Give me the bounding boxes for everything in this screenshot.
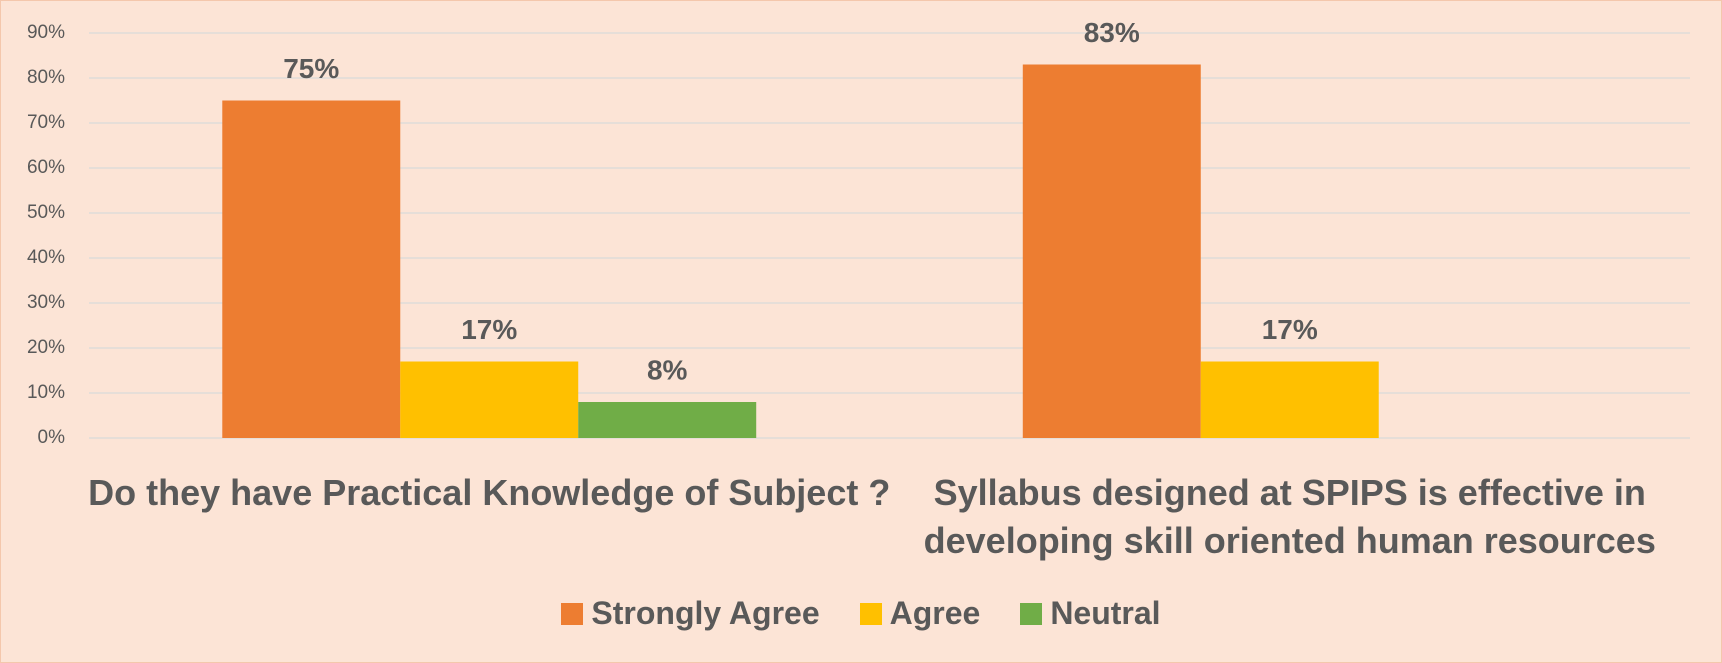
legend: Strongly Agree Agree Neutral [1,595,1721,632]
legend-item: Strongly Agree [561,595,820,632]
bar [1022,64,1201,438]
y-tick-label: 80% [27,67,65,88]
y-tick-label: 0% [38,427,66,448]
bar [222,100,401,438]
legend-swatch [859,602,882,625]
bar [1200,361,1379,438]
data-label: 8% [647,354,688,385]
data-label: 75% [283,53,339,84]
data-label: 17% [1262,314,1318,345]
y-tick-label: 90% [27,22,65,43]
legend-label: Neutral [1050,595,1161,631]
y-tick-label: 20% [27,337,65,358]
y-tick-label: 50% [27,202,65,223]
data-label: 83% [1084,17,1140,48]
legend-swatch [561,602,584,625]
legend-item: Agree [859,595,981,632]
bar [578,402,757,438]
legend-label: Strongly Agree [591,595,820,631]
legend-swatch [1020,602,1043,625]
bar [400,361,579,438]
legend-label: Agree [889,595,981,631]
y-tick-label: 70% [27,112,65,133]
x-tick-label: Do they have Practical Knowledge of Subj… [88,472,891,513]
y-tick-label: 30% [27,292,65,313]
y-tick-label: 60% [27,157,65,178]
data-label: 17% [461,314,517,345]
legend-item: Neutral [1020,595,1161,632]
x-tick-label: Syllabus designed at SPIPS is effective … [923,472,1656,561]
y-tick-label: 10% [27,382,65,403]
y-tick-label: 40% [27,247,65,268]
